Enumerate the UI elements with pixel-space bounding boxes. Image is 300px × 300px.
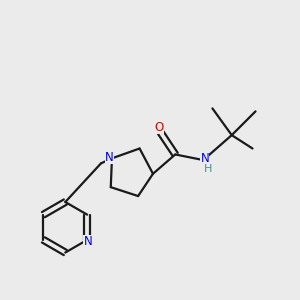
Text: H: H xyxy=(204,164,213,174)
Text: N: N xyxy=(83,236,92,248)
Text: N: N xyxy=(105,151,114,164)
Text: N: N xyxy=(201,152,209,165)
Text: O: O xyxy=(154,121,164,134)
